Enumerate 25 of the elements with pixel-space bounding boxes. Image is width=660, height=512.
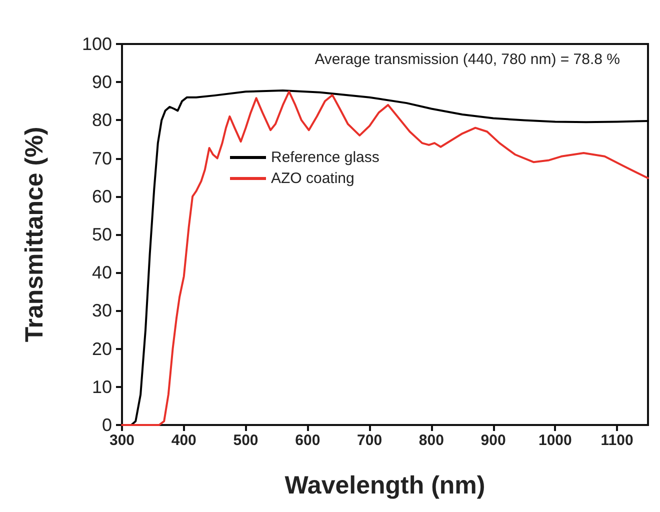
x-tick-label: 900 xyxy=(480,432,506,449)
x-tick-label: 400 xyxy=(171,432,196,449)
x-axis-title: Wavelength (nm) xyxy=(284,472,486,500)
legend-label: AZO coating xyxy=(271,170,354,187)
x-tick-label: 1000 xyxy=(538,432,572,449)
y-tick-label: 80 xyxy=(92,110,112,130)
y-tick-label: 10 xyxy=(92,376,112,397)
y-tick-label: 50 xyxy=(92,224,112,244)
y-tick-label: 0 xyxy=(102,415,112,435)
y-tick-label: 60 xyxy=(92,186,112,206)
annotation: Average transmission (440, 780 nm) = 78.8 % xyxy=(314,51,620,68)
legend-label: Reference glass xyxy=(271,149,380,166)
y-tick-label: 40 xyxy=(92,262,112,283)
x-tick-label: 700 xyxy=(357,432,382,449)
y-tick-label: 90 xyxy=(92,72,112,92)
x-tick-label: 800 xyxy=(418,432,444,449)
x-tick-label: 500 xyxy=(233,432,258,449)
x-tick-label: 300 xyxy=(109,432,135,449)
y-tick-label: 30 xyxy=(92,300,112,321)
y-axis-title: Transmittance (%) xyxy=(20,126,48,342)
x-tick-label: 600 xyxy=(295,432,320,449)
y-tick-label: 20 xyxy=(92,338,112,359)
y-tick-label: 70 xyxy=(92,148,112,168)
x-tick-label: 1100 xyxy=(600,432,634,449)
y-tick-label: 100 xyxy=(82,34,112,54)
